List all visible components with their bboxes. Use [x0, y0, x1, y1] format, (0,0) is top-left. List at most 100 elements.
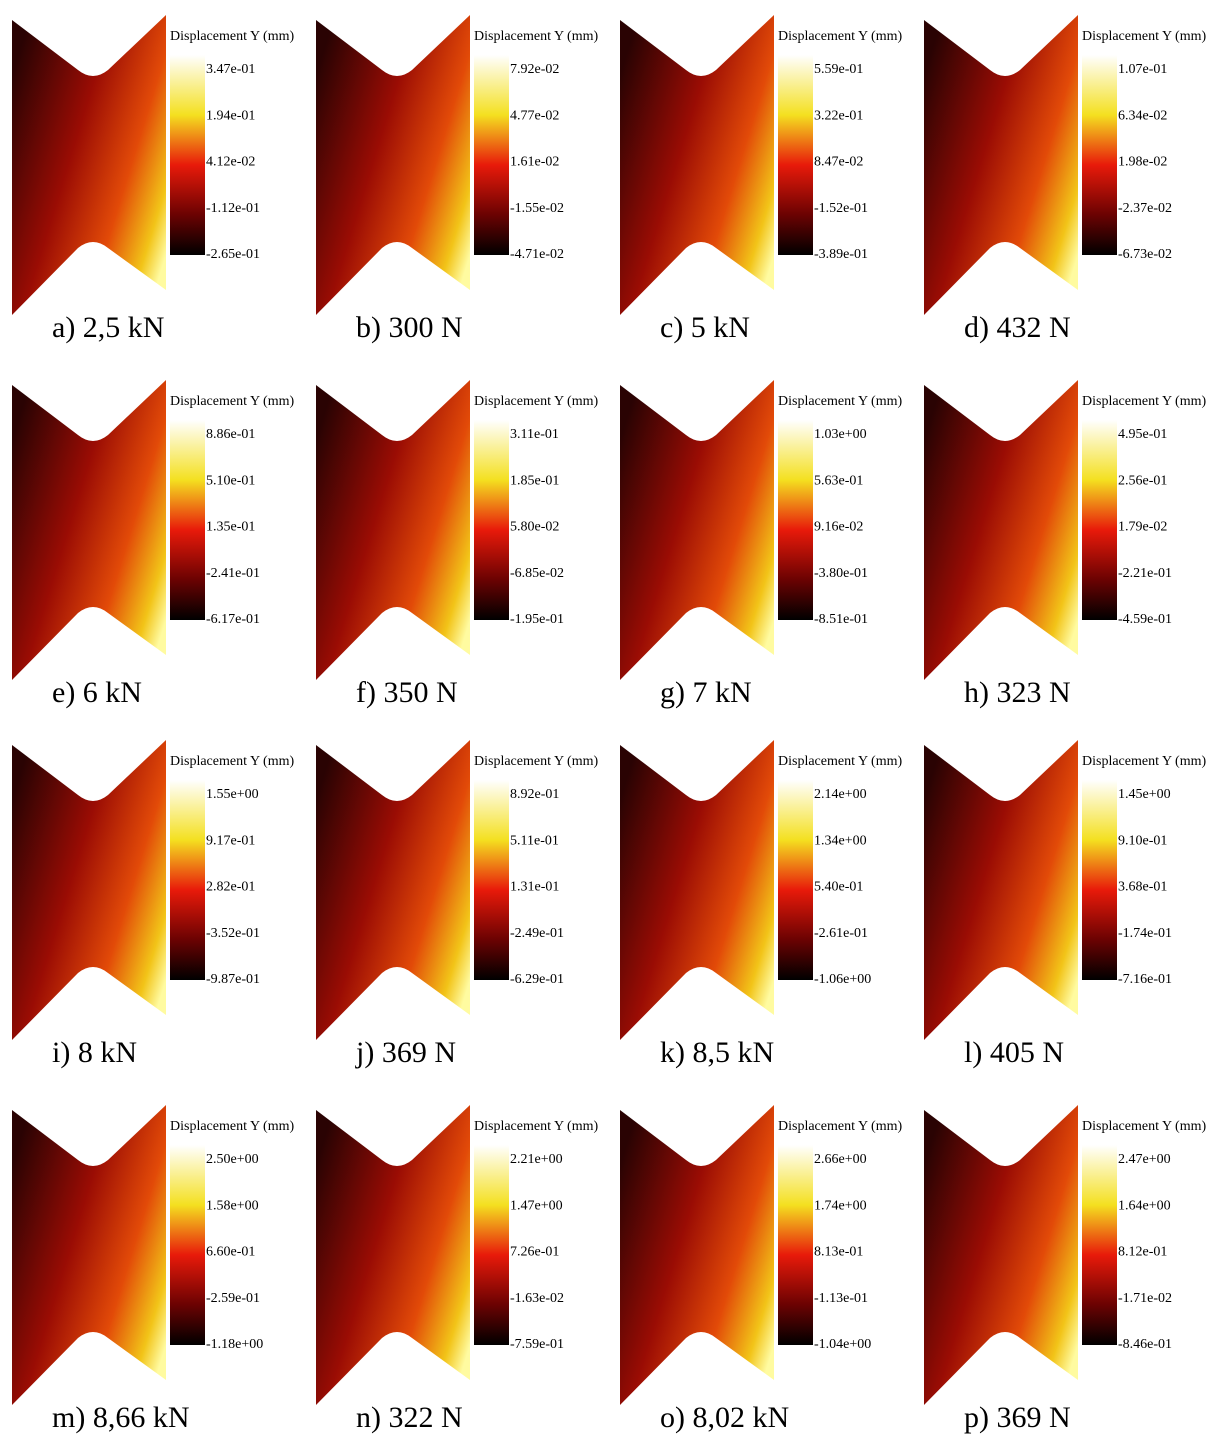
colorbar — [778, 55, 813, 255]
colorbar-label: 3.11e-01 — [510, 427, 559, 442]
colorbar-label: 9.17e-01 — [206, 833, 255, 848]
colorbar-label: 3.68e-01 — [1118, 880, 1167, 895]
colorbar-label: 1.85e-01 — [510, 473, 559, 488]
colorbar-label: -1.71e-02 — [1118, 1291, 1172, 1306]
legend-title: Displacement Y (mm) — [1082, 29, 1206, 44]
panel: Displacement Y (mm) 2.14e+00 1.34e+00 5.40e… — [620, 740, 902, 1069]
colorbar-label: 2.14e+00 — [814, 787, 867, 802]
legend-title: Displacement Y (mm) — [474, 394, 598, 409]
colorbar-label: -1.04e+00 — [814, 1337, 871, 1352]
colorbar-label: -6.17e-01 — [206, 612, 260, 627]
colorbar-label: 9.10e-01 — [1118, 833, 1167, 848]
colorbar-label: 1.47e+00 — [510, 1198, 563, 1213]
colorbar-label: 2.56e-01 — [1118, 473, 1167, 488]
panel: Displacement Y (mm) 4.95e-01 2.56e-01 1.79e… — [924, 380, 1206, 709]
specimen — [924, 15, 1078, 315]
colorbar-label: 2.82e-01 — [206, 880, 255, 895]
legend-title: Displacement Y (mm) — [170, 394, 294, 409]
colorbar-label: -7.16e-01 — [1118, 972, 1172, 987]
colorbar-label: 8.86e-01 — [206, 427, 255, 442]
colorbar-label: 4.77e-02 — [510, 108, 559, 123]
colorbar-label: 1.94e-01 — [206, 108, 255, 123]
colorbar — [474, 55, 509, 255]
specimen — [924, 380, 1078, 680]
colorbar-label: 1.34e+00 — [814, 833, 867, 848]
colorbar-label: 8.13e-01 — [814, 1245, 863, 1260]
legend-title: Displacement Y (mm) — [170, 754, 294, 769]
legend-title: Displacement Y (mm) — [474, 754, 598, 769]
colorbar-label: 8.12e-01 — [1118, 1245, 1167, 1260]
colorbar-label: 5.59e-01 — [814, 62, 863, 77]
legend-title: Displacement Y (mm) — [474, 1119, 598, 1134]
colorbar — [474, 780, 509, 980]
panel: Displacement Y (mm) 1.55e+00 9.17e-01 2.82e… — [12, 740, 294, 1069]
panel: Displacement Y (mm) 8.92e-01 5.11e-01 1.31e… — [316, 740, 598, 1069]
caption: o) 8,02 kN — [660, 1401, 789, 1434]
colorbar — [778, 420, 813, 620]
panel: Displacement Y (mm) 2.21e+00 1.47e+00 7.26e… — [316, 1105, 598, 1434]
specimen — [620, 740, 774, 1040]
colorbar-label: -2.41e-01 — [206, 566, 260, 581]
specimen — [316, 380, 470, 680]
legend-title: Displacement Y (mm) — [1082, 394, 1206, 409]
specimen — [924, 740, 1078, 1040]
colorbar — [170, 55, 205, 255]
panel: Displacement Y (mm) 7.92e-02 4.77e-02 1.61e… — [316, 15, 598, 344]
colorbar — [1082, 55, 1117, 255]
colorbar-label: -2.61e-01 — [814, 926, 868, 941]
specimen — [316, 740, 470, 1040]
colorbar-label: 5.11e-01 — [510, 833, 559, 848]
colorbar — [170, 780, 205, 980]
colorbar — [170, 1145, 205, 1345]
colorbar-label: 7.92e-02 — [510, 62, 559, 77]
colorbar-label: 1.31e-01 — [510, 880, 559, 895]
colorbar-label: 5.40e-01 — [814, 880, 863, 895]
colorbar — [474, 1145, 509, 1345]
colorbar-label: -4.59e-01 — [1118, 612, 1172, 627]
colorbar — [1082, 420, 1117, 620]
colorbar-label: 2.66e+00 — [814, 1152, 867, 1167]
specimen — [620, 15, 774, 315]
panel: Displacement Y (mm) 1.07e-01 6.34e-02 1.98e… — [924, 15, 1206, 344]
colorbar-label: 8.47e-02 — [814, 155, 863, 170]
colorbar — [778, 780, 813, 980]
colorbar-label: 4.95e-01 — [1118, 427, 1167, 442]
colorbar-label: 5.10e-01 — [206, 473, 255, 488]
colorbar-label: 7.26e-01 — [510, 1245, 559, 1260]
specimen — [620, 1105, 774, 1405]
colorbar-label: -1.18e+00 — [206, 1337, 263, 1352]
colorbar-label: -8.51e-01 — [814, 612, 868, 627]
colorbar-label: -1.55e-02 — [510, 201, 564, 216]
caption: p) 369 N — [964, 1401, 1071, 1434]
colorbar-label: -1.52e-01 — [814, 201, 868, 216]
specimen — [316, 15, 470, 315]
colorbar-label: -3.89e-01 — [814, 247, 868, 262]
colorbar-label: -7.59e-01 — [510, 1337, 564, 1352]
colorbar-label: 3.47e-01 — [206, 62, 255, 77]
colorbar-label: 2.50e+00 — [206, 1152, 259, 1167]
colorbar-label: -1.13e-01 — [814, 1291, 868, 1306]
panel: Displacement Y (mm) 2.50e+00 1.58e+00 6.60e… — [12, 1105, 294, 1434]
caption: i) 8 kN — [52, 1036, 137, 1069]
panel: Displacement Y (mm) 2.47e+00 1.64e+00 8.12e… — [924, 1105, 1206, 1434]
legend-title: Displacement Y (mm) — [474, 29, 598, 44]
caption: k) 8,5 kN — [660, 1036, 774, 1069]
panel: Displacement Y (mm) 5.59e-01 3.22e-01 8.47e… — [620, 15, 902, 344]
colorbar-label: 1.74e+00 — [814, 1198, 867, 1213]
specimen — [12, 15, 166, 315]
caption: g) 7 kN — [660, 676, 752, 709]
caption: c) 5 kN — [660, 311, 750, 344]
colorbar-label: -6.85e-02 — [510, 566, 564, 581]
colorbar-label: 8.92e-01 — [510, 787, 559, 802]
colorbar-label: 1.58e+00 — [206, 1198, 259, 1213]
colorbar-label: 3.22e-01 — [814, 108, 863, 123]
panel: Displacement Y (mm) 3.11e-01 1.85e-01 5.80e… — [316, 380, 598, 709]
panel: Displacement Y (mm) 2.66e+00 1.74e+00 8.13e… — [620, 1105, 902, 1434]
colorbar-label: 1.35e-01 — [206, 520, 255, 535]
legend-title: Displacement Y (mm) — [170, 1119, 294, 1134]
colorbar-label: -4.71e-02 — [510, 247, 564, 262]
specimen — [12, 1105, 166, 1405]
colorbar-label: 2.21e+00 — [510, 1152, 563, 1167]
colorbar — [1082, 1145, 1117, 1345]
